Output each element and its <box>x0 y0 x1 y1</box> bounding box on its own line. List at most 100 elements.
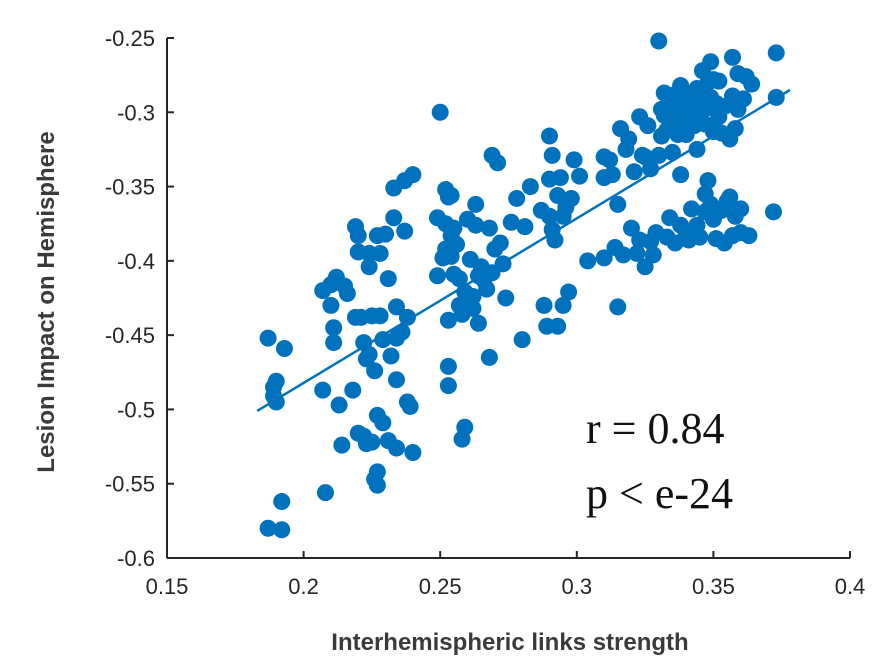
data-point <box>467 195 485 213</box>
data-point <box>371 307 389 325</box>
y-tick-label: -0.4 <box>117 249 155 274</box>
data-point <box>439 377 457 395</box>
data-point <box>551 169 569 187</box>
data-point <box>368 476 386 494</box>
data-point <box>267 372 285 390</box>
data-point <box>688 140 706 158</box>
data-point <box>456 418 474 436</box>
y-axis-label: Lesion Impact on Hemisphere <box>33 131 60 472</box>
data-point <box>404 444 422 462</box>
data-point <box>330 396 348 414</box>
data-point <box>710 72 728 90</box>
data-point <box>614 246 632 264</box>
data-point <box>273 493 291 511</box>
data-point <box>603 166 621 184</box>
data-point <box>540 207 558 225</box>
data-point <box>628 244 646 262</box>
data-point <box>366 362 384 380</box>
x-tick-label: 0.3 <box>562 574 593 599</box>
data-point <box>259 329 277 347</box>
data-point <box>699 172 717 190</box>
data-point <box>666 234 684 252</box>
data-point <box>382 347 400 365</box>
y-tick-label: -0.35 <box>105 175 155 200</box>
data-point <box>398 308 416 326</box>
data-point <box>275 340 293 358</box>
data-point <box>448 236 466 254</box>
data-point <box>431 103 449 121</box>
x-tick-label: 0.35 <box>692 574 735 599</box>
y-tick-label: -0.45 <box>105 323 155 348</box>
data-point <box>439 357 457 375</box>
y-tick-label: -0.55 <box>105 472 155 497</box>
data-point <box>639 117 657 135</box>
data-point <box>325 319 343 337</box>
x-tick-label: 0.25 <box>419 574 462 599</box>
x-axis-label: Interhemispheric links strength <box>331 629 688 656</box>
data-point <box>371 244 389 262</box>
data-point <box>442 186 460 204</box>
data-point <box>316 484 334 502</box>
data-point <box>546 231 564 249</box>
data-point <box>601 151 619 169</box>
data-point <box>650 146 668 164</box>
data-point <box>396 222 414 240</box>
data-point <box>428 267 446 285</box>
data-point <box>663 143 681 161</box>
data-point <box>497 289 515 307</box>
data-point <box>469 314 487 332</box>
data-point <box>562 189 580 207</box>
data-point <box>387 439 405 457</box>
data-point <box>445 219 463 237</box>
data-point <box>672 166 690 184</box>
data-point <box>387 298 405 316</box>
data-point <box>338 285 356 303</box>
data-point <box>642 160 660 178</box>
data-point <box>439 311 457 329</box>
data-point <box>565 151 583 169</box>
data-point <box>360 258 378 276</box>
data-point <box>467 216 485 234</box>
data-point <box>374 331 392 349</box>
data-point <box>363 433 381 451</box>
data-point <box>540 127 558 145</box>
data-point <box>513 331 531 349</box>
data-point <box>267 393 285 411</box>
data-point <box>491 234 509 252</box>
data-point <box>385 209 403 227</box>
data-point <box>636 258 654 276</box>
data-point <box>765 203 783 221</box>
data-point <box>732 200 750 218</box>
data-point <box>450 270 468 288</box>
data-point <box>322 296 340 314</box>
data-point <box>726 120 744 138</box>
data-point <box>333 436 351 454</box>
data-point <box>579 252 597 270</box>
data-point <box>743 75 761 93</box>
y-tick-label: -0.6 <box>117 546 155 571</box>
data-point <box>387 371 405 389</box>
y-tick-label: -0.25 <box>105 26 155 51</box>
data-point <box>549 186 567 204</box>
p-value-annotation: p < e-24 <box>586 469 733 518</box>
data-point <box>273 521 291 539</box>
data-point <box>644 246 662 264</box>
data-point <box>464 299 482 317</box>
data-point <box>650 32 668 50</box>
data-point <box>622 219 640 237</box>
data-point <box>480 219 498 237</box>
data-point <box>502 213 520 231</box>
data-point <box>360 345 378 363</box>
data-point <box>480 348 498 366</box>
data-point <box>494 255 512 273</box>
data-point <box>535 296 553 314</box>
data-point <box>595 249 613 267</box>
data-point <box>325 334 343 352</box>
data-point <box>734 90 752 108</box>
data-point <box>721 188 739 206</box>
data-point <box>393 323 411 341</box>
data-point <box>489 154 507 172</box>
data-point <box>374 414 392 432</box>
data-point <box>404 166 422 184</box>
